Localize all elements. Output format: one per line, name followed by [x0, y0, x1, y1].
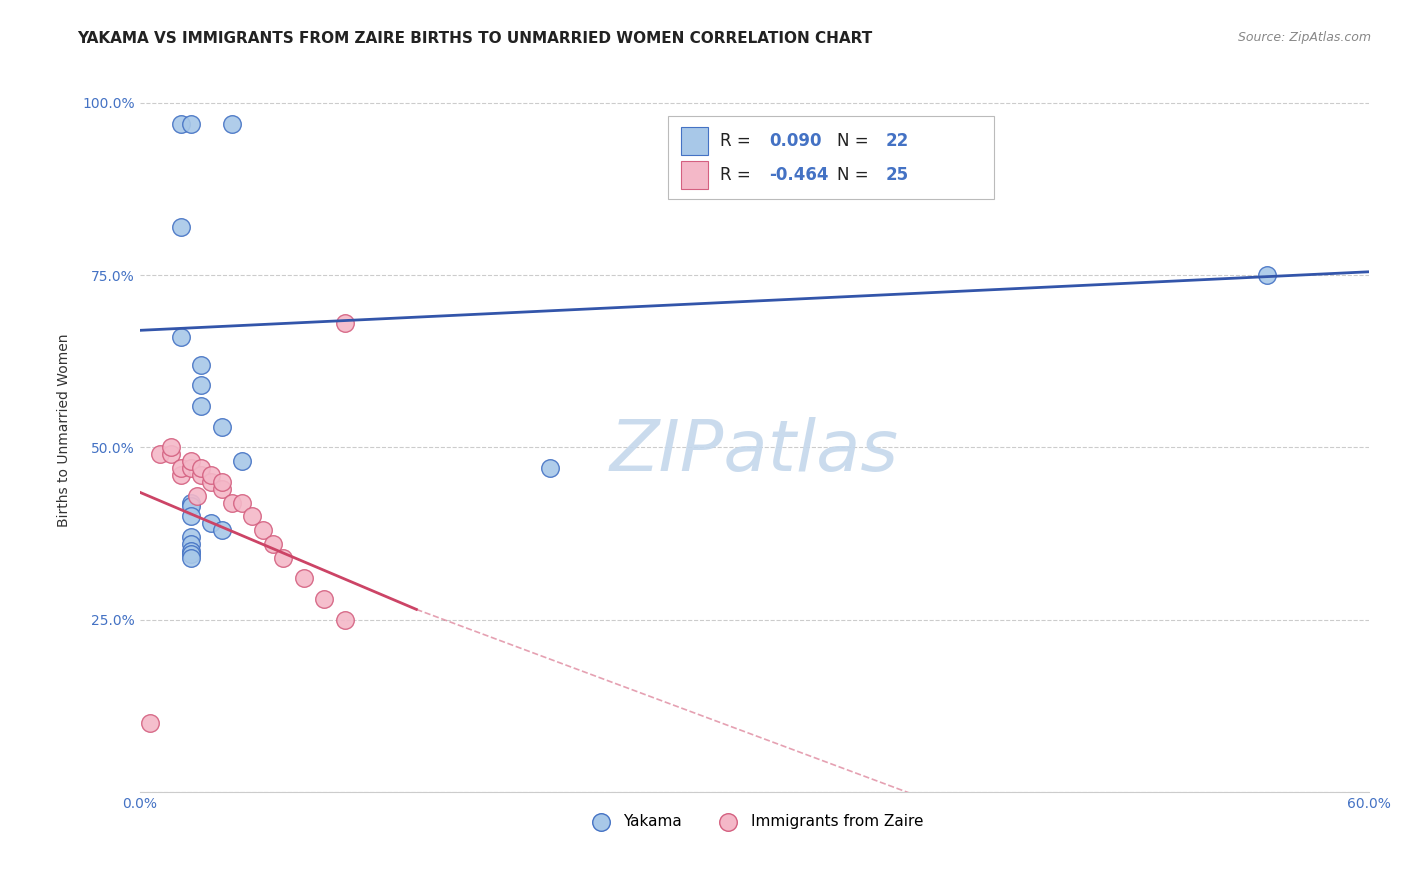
Point	[170, 468, 193, 483]
Point	[180, 454, 202, 468]
Point	[180, 547, 202, 561]
Text: R =: R =	[720, 132, 756, 150]
Point	[292, 571, 315, 585]
Point	[180, 530, 202, 544]
Point	[231, 495, 253, 509]
Point	[180, 117, 202, 131]
Point	[538, 461, 561, 475]
Point	[211, 523, 233, 537]
Point	[170, 117, 193, 131]
Point	[221, 117, 243, 131]
Text: YAKAMA VS IMMIGRANTS FROM ZAIRE BIRTHS TO UNMARRIED WOMEN CORRELATION CHART: YAKAMA VS IMMIGRANTS FROM ZAIRE BIRTHS T…	[77, 31, 873, 46]
Text: 0.090: 0.090	[769, 132, 821, 150]
Point	[252, 523, 274, 537]
Point	[180, 499, 202, 513]
Point	[159, 447, 181, 461]
Point	[190, 399, 212, 413]
Point	[200, 475, 222, 489]
Point	[333, 317, 356, 331]
Point	[211, 482, 233, 496]
Point	[231, 454, 253, 468]
Text: ZIPatlas: ZIPatlas	[610, 417, 898, 486]
Point	[149, 447, 172, 461]
Point	[170, 219, 193, 234]
Text: R =: R =	[720, 166, 756, 184]
Point	[262, 537, 284, 551]
Point	[186, 489, 208, 503]
Point	[200, 468, 222, 483]
Point	[170, 330, 193, 344]
Bar	[668, 116, 994, 199]
Text: N =: N =	[837, 132, 873, 150]
Point	[211, 475, 233, 489]
Text: N =: N =	[837, 166, 873, 184]
Point	[1256, 268, 1278, 283]
Point	[190, 378, 212, 392]
Point	[190, 468, 212, 483]
Text: Source: ZipAtlas.com: Source: ZipAtlas.com	[1237, 31, 1371, 45]
Text: 22: 22	[886, 132, 910, 150]
Point	[242, 509, 264, 524]
Point	[211, 419, 233, 434]
Point	[180, 544, 202, 558]
Point	[271, 550, 294, 565]
Point	[159, 441, 181, 455]
Point	[170, 461, 193, 475]
Point	[180, 509, 202, 524]
Point	[333, 613, 356, 627]
Legend: Yakama, Immigrants from Zaire: Yakama, Immigrants from Zaire	[579, 808, 929, 835]
Text: 25: 25	[886, 166, 910, 184]
Point	[180, 461, 202, 475]
Bar	[681, 128, 707, 154]
Y-axis label: Births to Unmarried Women: Births to Unmarried Women	[58, 334, 72, 527]
Text: -0.464: -0.464	[769, 166, 828, 184]
Point	[190, 461, 212, 475]
Point	[180, 495, 202, 509]
Point	[190, 358, 212, 372]
Point	[314, 592, 336, 607]
Bar	[681, 161, 707, 188]
Point	[139, 716, 162, 731]
Point	[180, 537, 202, 551]
Point	[221, 495, 243, 509]
Point	[200, 516, 222, 531]
Point	[180, 550, 202, 565]
